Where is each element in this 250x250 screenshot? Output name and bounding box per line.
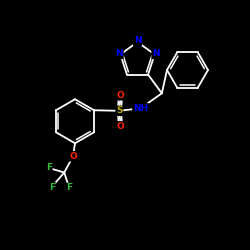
Text: N: N <box>134 36 141 45</box>
Text: N: N <box>115 50 123 58</box>
Text: F: F <box>46 164 52 172</box>
Text: F: F <box>66 184 72 192</box>
Text: F: F <box>49 182 55 192</box>
Text: N: N <box>152 50 160 58</box>
Text: O: O <box>69 152 77 161</box>
Text: S: S <box>116 106 122 115</box>
Text: O: O <box>117 122 124 131</box>
Text: O: O <box>117 91 124 100</box>
Text: NH: NH <box>133 104 148 113</box>
